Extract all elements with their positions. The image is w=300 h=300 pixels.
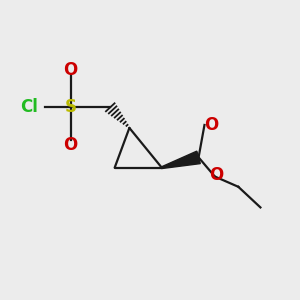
Text: O: O [204,116,218,134]
Text: S: S [64,98,76,116]
Text: Cl: Cl [20,98,38,116]
Text: O: O [63,61,78,79]
Text: O: O [209,166,224,184]
Polygon shape [161,151,200,169]
Text: O: O [63,136,78,154]
